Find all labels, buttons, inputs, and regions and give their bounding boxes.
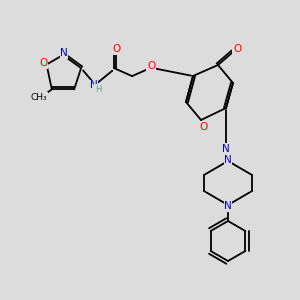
Text: O: O (233, 44, 241, 54)
Text: N: N (224, 201, 232, 211)
Text: O: O (200, 122, 208, 132)
Text: O: O (39, 58, 48, 68)
Text: N: N (224, 155, 232, 165)
Text: N: N (60, 48, 68, 58)
Text: N: N (222, 144, 230, 154)
Text: H: H (95, 85, 101, 94)
Text: N: N (90, 80, 98, 90)
Text: O: O (147, 61, 155, 71)
Text: CH₃: CH₃ (31, 93, 47, 102)
Text: O: O (112, 44, 120, 54)
